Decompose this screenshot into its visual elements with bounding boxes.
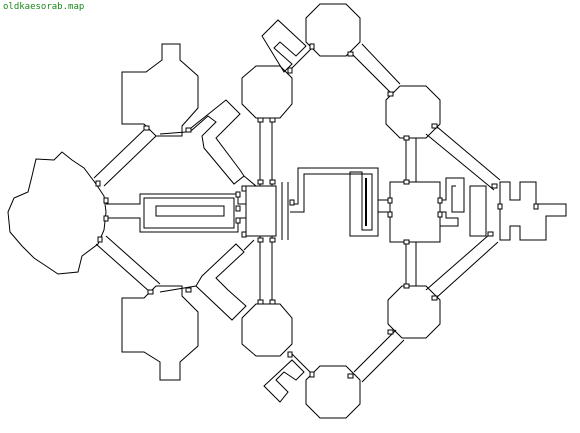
east-upper-diagonal-corridor bbox=[425, 125, 501, 191]
west-cave-room bbox=[7, 151, 107, 275]
east-lower-diagonal-corridor bbox=[425, 233, 499, 299]
central-winding-corridor bbox=[290, 167, 379, 237]
southwest-room bbox=[121, 285, 199, 381]
east-hub-room bbox=[389, 181, 441, 243]
south-octagon-room bbox=[241, 303, 293, 357]
north-vertical-corridor bbox=[259, 120, 273, 186]
north-octagon-to-top-corridor bbox=[289, 47, 313, 71]
northwest-diagonal-corridor bbox=[93, 127, 157, 187]
bottom-hook-corridor bbox=[263, 359, 305, 403]
north-northeast-diagonal-corridor bbox=[351, 43, 401, 95]
east-small-chamber bbox=[469, 185, 487, 237]
upper-zigzag-corridor-link bbox=[159, 131, 257, 187]
east-side-passage bbox=[440, 177, 465, 227]
northwest-room bbox=[121, 43, 199, 137]
east-north-vertical-corridor bbox=[405, 138, 417, 182]
top-octagon-room bbox=[305, 3, 361, 57]
central-west-corridor bbox=[106, 193, 246, 233]
northeast-octagon-room bbox=[385, 85, 441, 139]
north-octagon-room bbox=[241, 65, 293, 119]
east-south-vertical-corridor bbox=[405, 242, 417, 286]
lower-zigzag-corridor bbox=[195, 243, 247, 321]
south-octagon-to-bottom-corridor bbox=[289, 351, 313, 375]
lower-zigzag-corridor-link bbox=[159, 239, 255, 293]
south-southeast-diagonal-corridor bbox=[353, 329, 405, 383]
southwest-diagonal-corridor bbox=[95, 235, 161, 293]
far-east-corridor bbox=[499, 181, 567, 241]
top-hook-corridor bbox=[261, 19, 307, 73]
map-filename-label: oldkaesorab.map bbox=[3, 2, 85, 12]
central-hub-inner-walls bbox=[281, 182, 289, 240]
central-west-inner-box bbox=[143, 197, 235, 229]
southeast-octagon-room bbox=[387, 285, 441, 339]
south-vertical-corridor bbox=[259, 236, 273, 304]
bottom-octagon-room bbox=[305, 365, 361, 419]
central-hub-room bbox=[245, 185, 277, 237]
door-markers bbox=[95, 43, 539, 379]
upper-zigzag-corridor bbox=[185, 99, 245, 185]
